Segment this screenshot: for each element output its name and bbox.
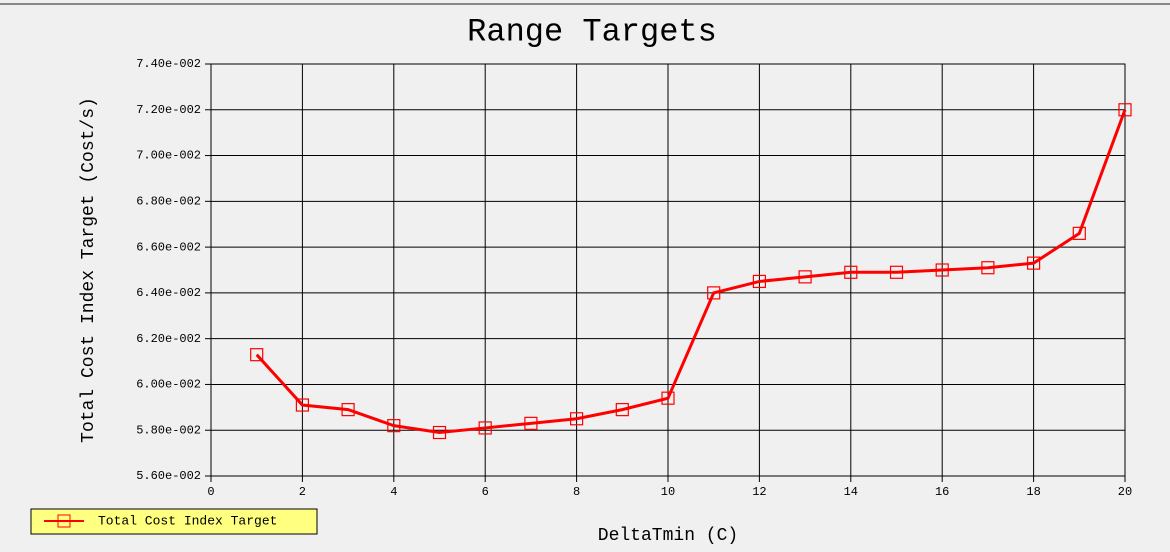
x-tick-label: 2: [299, 485, 306, 499]
legend-label: Total Cost Index Target: [98, 513, 277, 528]
point-marker: [1026, 256, 1041, 270]
series-line: [255, 109, 1127, 435]
x-tick-label: 12: [752, 485, 766, 499]
point-marker: [295, 398, 309, 412]
point-marker: [1118, 103, 1132, 117]
point-marker: [432, 425, 447, 440]
point-marker: [524, 416, 538, 430]
y-tick-label: 6.60e-002: [136, 240, 201, 254]
point-marker: [341, 403, 355, 417]
x-tick-label: 18: [1026, 485, 1040, 499]
point-marker: [889, 265, 904, 279]
y-tick-label: 7.00e-002: [136, 149, 201, 163]
point-marker: [615, 403, 629, 417]
plot-frame: [210, 63, 1126, 477]
x-tick-label: 6: [482, 485, 489, 499]
x-tick-label: 4: [390, 485, 397, 499]
legend-marker: [57, 514, 71, 528]
y-tick-label: 6.80e-002: [136, 195, 201, 209]
x-axis-label: DeltaTmin (C): [598, 526, 738, 546]
x-tick-label: 10: [661, 485, 675, 499]
point-marker: [844, 265, 858, 279]
point-marker: [707, 286, 721, 300]
y-tick-label: 7.20e-002: [136, 103, 201, 117]
x-tick-label: 0: [207, 485, 214, 499]
y-tick-label: 6.20e-002: [136, 332, 201, 346]
y-tick-label: 6.00e-002: [136, 378, 201, 392]
point-marker: [981, 261, 995, 275]
point-marker: [387, 419, 401, 433]
x-tick-label: 8: [573, 485, 580, 499]
y-tick-label: 5.80e-002: [136, 423, 201, 437]
point-marker: [1072, 226, 1086, 240]
point-marker: [752, 274, 767, 289]
point-marker: [250, 348, 264, 362]
point-marker: [478, 421, 492, 435]
y-tick-label: 7.40e-002: [136, 57, 201, 71]
point-marker: [935, 263, 949, 277]
point-marker: [661, 391, 675, 405]
x-tick-label: 14: [844, 485, 858, 499]
y-tick-label: 5.60e-002: [136, 469, 201, 483]
point-marker: [798, 270, 812, 284]
point-marker: [569, 412, 584, 426]
x-tick-label: 16: [935, 485, 949, 499]
y-axis-label: Total Cost Index Target (Cost/s): [79, 97, 99, 443]
y-tick-label: 6.40e-002: [136, 286, 201, 300]
x-tick-label: 20: [1118, 485, 1132, 499]
chart-title: Range Targets: [467, 13, 717, 50]
